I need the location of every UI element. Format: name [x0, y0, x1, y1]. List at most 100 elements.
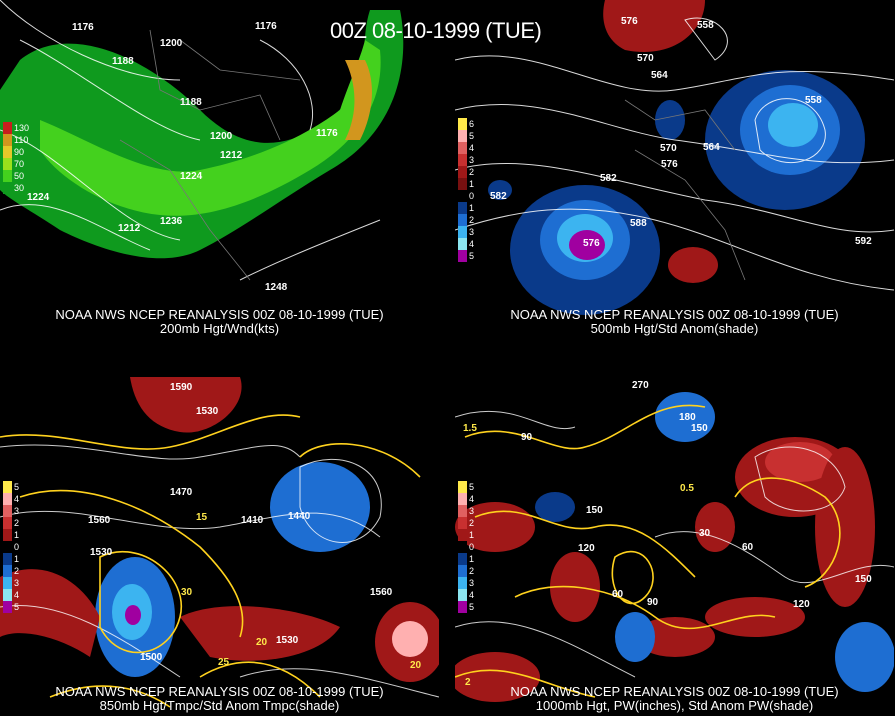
- legend-label: 4: [469, 239, 475, 249]
- legend-entry: 2: [458, 214, 474, 226]
- temperature-label: 30: [181, 587, 193, 598]
- height-label: 1236: [160, 216, 183, 227]
- legend-swatch: [3, 529, 12, 541]
- legend-label: 4: [14, 590, 20, 600]
- legend-entry: 4: [3, 589, 19, 601]
- height-label: 582: [600, 173, 617, 184]
- anomaly-legend: 5 4 3 2 1 0 1 2 3 4 5: [458, 481, 474, 613]
- height-label: 558: [697, 20, 714, 31]
- legend-label: 1: [469, 554, 475, 564]
- legend-entry: 110: [3, 134, 29, 146]
- legend-entry: 2: [458, 166, 474, 178]
- height-label: 1560: [370, 587, 393, 598]
- legend-entry: 1: [458, 202, 474, 214]
- legend-label: 5: [469, 482, 475, 492]
- panel-caption: NOAA NWS NCEP REANALYSIS 00Z 08-10-1999 …: [55, 307, 384, 322]
- map-title: 00Z 08-10-1999 (TUE): [330, 18, 542, 43]
- pw-label: 0.5: [680, 483, 694, 494]
- legend-entry: 2: [458, 565, 474, 577]
- temperature-label: 20: [256, 637, 268, 648]
- legend-entry: 2: [3, 565, 19, 577]
- height-label: 180: [679, 412, 696, 423]
- height-label: 1200: [160, 38, 183, 49]
- legend-entry: 30: [3, 182, 29, 194]
- height-label: 270: [632, 380, 649, 391]
- legend-swatch: [3, 565, 12, 577]
- legend-entry: 1: [458, 553, 474, 565]
- height-label: 90: [521, 432, 533, 443]
- height-label: 582: [490, 191, 507, 202]
- height-label: 1212: [118, 223, 141, 234]
- legend-label: 30: [14, 183, 25, 193]
- legend-label: 5: [14, 482, 20, 492]
- height-label: 150: [691, 423, 708, 434]
- legend-label: 130: [14, 123, 30, 133]
- legend-swatch: [458, 553, 467, 565]
- height-label: 1530: [276, 635, 299, 646]
- height-label: 1200: [210, 131, 233, 142]
- legend-swatch: [3, 541, 12, 553]
- legend-label: 2: [469, 167, 475, 177]
- legend-swatch: [458, 541, 467, 553]
- legend-swatch: [458, 493, 467, 505]
- legend-label: 2: [469, 566, 475, 576]
- legend-entry: 5: [458, 481, 474, 493]
- legend-label: 0: [469, 191, 475, 201]
- legend-entry: 3: [458, 577, 474, 589]
- legend-swatch: [458, 250, 467, 262]
- height-label: 1188: [112, 56, 134, 67]
- legend-entry: 3: [3, 577, 19, 589]
- legend-swatch: [458, 238, 467, 250]
- legend-entry: 130: [3, 122, 29, 134]
- legend-swatch: [458, 481, 467, 493]
- legend-swatch: [458, 601, 467, 613]
- height-label: 558: [805, 95, 822, 106]
- legend-label: 5: [469, 602, 475, 612]
- height-label: 592: [855, 236, 872, 247]
- legend-label: 1: [14, 554, 20, 564]
- legend-label: 4: [14, 494, 20, 504]
- legend-label: 3: [469, 578, 475, 588]
- height-label: 120: [793, 599, 810, 610]
- legend-swatch: [3, 158, 12, 170]
- panel-subtitle: 850mb Hgt/Tmpc/Std Anom Tmpc(shade): [99, 698, 340, 713]
- legend-entry: 5: [458, 130, 474, 142]
- pw-label: 2: [465, 677, 471, 688]
- height-label: 1176: [316, 128, 338, 139]
- legend-swatch: [3, 122, 12, 134]
- legend-swatch: [458, 190, 467, 202]
- legend-entry: 1: [3, 529, 19, 541]
- legend-entry: 1: [458, 529, 474, 541]
- panel-1000mb-map: 5 4 3 2 1 0 1 2 3 4 5 270 180 150 90 30 60 150 120…: [455, 377, 894, 715]
- height-label: 570: [660, 143, 677, 154]
- legend-swatch: [458, 142, 467, 154]
- legend-label: 1: [14, 530, 20, 540]
- legend-label: 110: [14, 135, 29, 145]
- height-label: 1470: [170, 487, 193, 498]
- legend-label: 2: [14, 566, 20, 576]
- legend-entry: 4: [3, 493, 19, 505]
- legend-swatch: [458, 529, 467, 541]
- legend-label: 90: [14, 147, 25, 157]
- legend-swatch: [458, 505, 467, 517]
- panel-subtitle: 1000mb Hgt, PW(inches), Std Anom PW(shad…: [535, 698, 814, 713]
- panel-caption: NOAA NWS NCEP REANALYSIS 00Z 08-10-1999 …: [510, 307, 839, 322]
- height-label: 564: [703, 142, 720, 153]
- legend-label: 70: [14, 159, 25, 169]
- legend-label: 4: [469, 590, 475, 600]
- legend-entry: 5: [3, 481, 19, 493]
- panel-caption: NOAA NWS NCEP REANALYSIS 00Z 08-10-1999 …: [55, 684, 384, 699]
- height-label: 1500: [140, 652, 163, 663]
- height-label: 30: [699, 528, 711, 539]
- legend-label: 3: [14, 506, 20, 516]
- height-label: 150: [855, 574, 872, 585]
- legend-swatch: [458, 202, 467, 214]
- height-label: 564: [651, 70, 668, 81]
- height-label: 1560: [88, 515, 111, 526]
- legend-swatch: [458, 517, 467, 529]
- height-label: 1530: [90, 547, 113, 558]
- legend-entry: 2: [458, 517, 474, 529]
- legend-entry: 5: [458, 601, 474, 613]
- legend-entry: 90: [3, 146, 29, 158]
